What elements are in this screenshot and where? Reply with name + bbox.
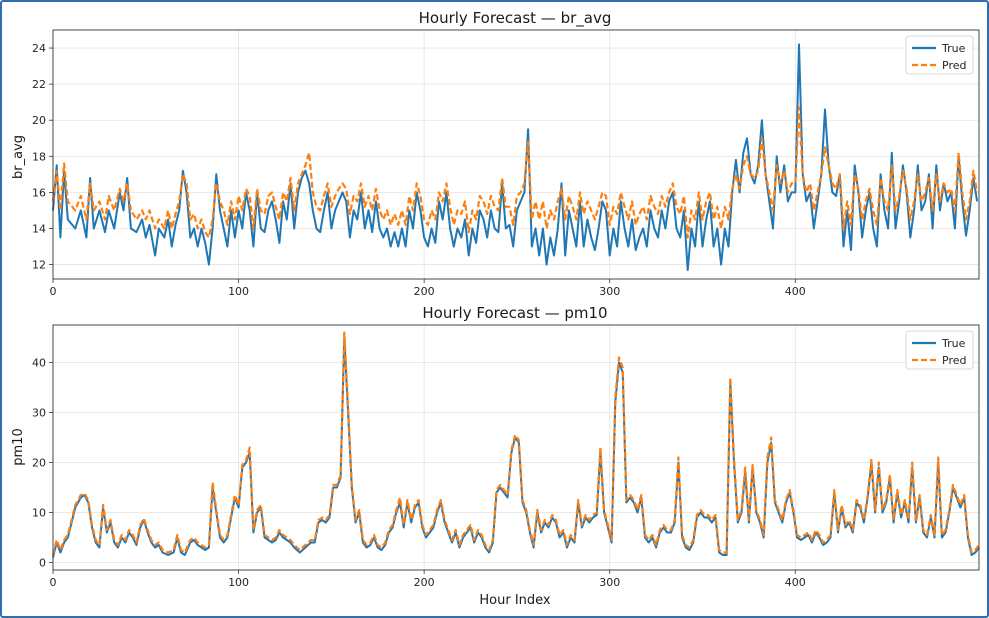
x-tick-label: 200 (414, 576, 435, 589)
series-line-true (52, 43, 979, 271)
series-line-true (52, 336, 980, 558)
legend: True Pred (905, 330, 974, 370)
x-axis-label: Hour Index (479, 593, 551, 608)
plot-area (52, 29, 980, 280)
y-tick-label: 14 (32, 222, 46, 235)
series-line-pred (51, 106, 979, 239)
plot-area (52, 324, 980, 571)
y-tick-label: 20 (32, 457, 46, 470)
legend-label-pred: Pred (942, 59, 966, 72)
y-tick-label: 16 (32, 186, 46, 199)
panel-br-avg: Hourly Forecast — br_avg br_avg 0 100 200 3… (11, 9, 980, 298)
legend-label-true: True (941, 337, 966, 350)
series-line-pred (51, 331, 980, 556)
y-tick-label: 12 (32, 259, 46, 272)
x-tick-label: 0 (50, 576, 57, 589)
panel-pm10: Hourly Forecast — pm10 pm10 Hour Index 0… (11, 304, 980, 608)
y-tick-label: 18 (32, 150, 46, 163)
y-axis-label: br_avg (11, 135, 26, 179)
legend-label-true: True (941, 42, 966, 55)
y-tick-label: 0 (39, 557, 46, 570)
x-tick-label: 0 (50, 285, 57, 298)
y-axis-label: pm10 (11, 428, 26, 465)
x-tick-label: 300 (599, 285, 620, 298)
x-tick-label: 200 (414, 285, 435, 298)
y-tick-label: 40 (32, 357, 46, 370)
x-tick-label: 400 (785, 285, 806, 298)
y-tick-label: 20 (32, 114, 46, 127)
legend-label-pred: Pred (942, 354, 966, 367)
y-tick-label: 22 (32, 78, 46, 91)
x-tick-label: 100 (228, 576, 249, 589)
x-tick-label: 300 (599, 576, 620, 589)
y-tick-label: 30 (32, 407, 46, 420)
x-tick-label: 100 (228, 285, 249, 298)
chart-title: Hourly Forecast — br_avg (419, 9, 612, 28)
chart-title: Hourly Forecast — pm10 (422, 304, 607, 322)
y-tick-label: 24 (32, 42, 46, 55)
y-tick-label: 10 (32, 507, 46, 520)
x-tick-label: 400 (785, 576, 806, 589)
legend: True Pred (905, 35, 974, 75)
